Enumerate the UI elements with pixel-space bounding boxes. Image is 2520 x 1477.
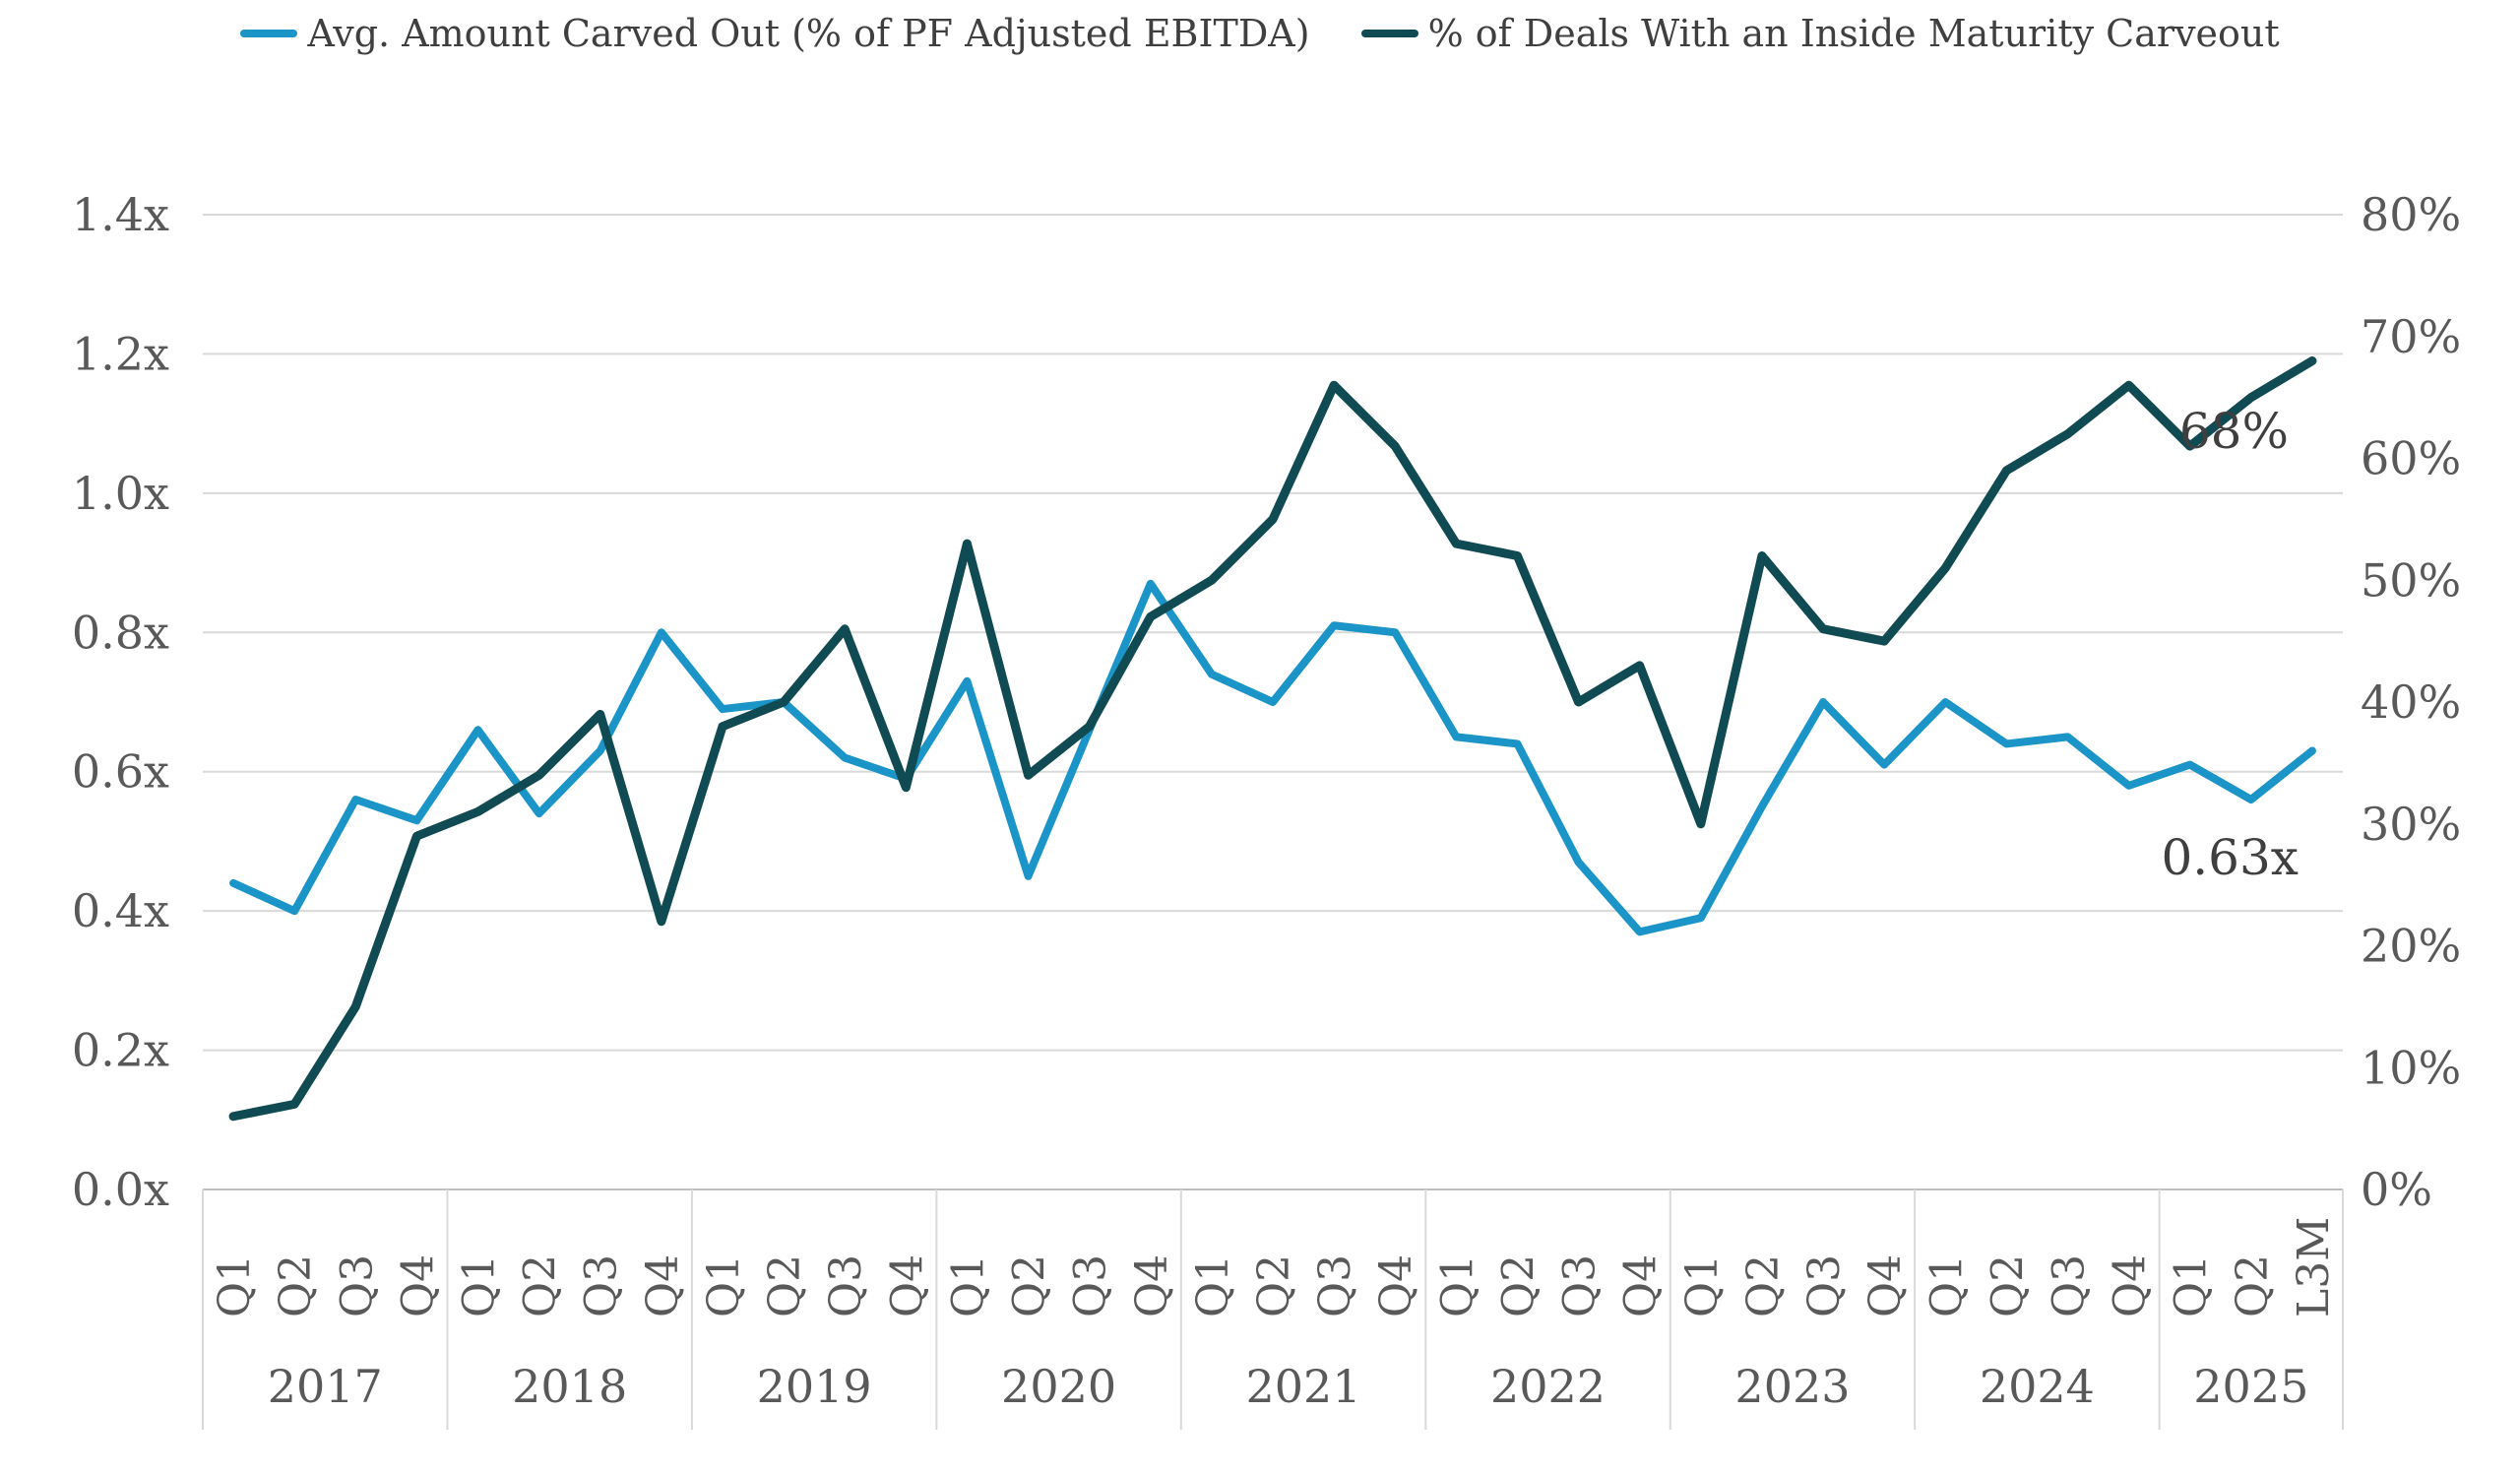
y-axis-right-tick-label: 60% [2361, 432, 2461, 485]
x-axis-quarter-label: Q1 [1677, 1254, 1728, 1317]
y-axis-left-tick-label: 1.2x [72, 327, 169, 380]
chart-legend: Avg. Amount Carved Out (% of PF Adjusted… [0, 12, 2520, 55]
y-axis-left-tick-label: 0.8x [72, 606, 169, 659]
x-axis-quarter-label: Q4 [1616, 1254, 1667, 1317]
x-axis-quarter-label: Q3 [1310, 1254, 1360, 1317]
x-axis-quarter-label: Q3 [1066, 1254, 1116, 1317]
x-axis-quarter-label: Q4 [393, 1254, 443, 1317]
year-label: 2023 [1734, 1360, 1850, 1413]
x-axis-quarter-label: Q2 [1249, 1254, 1299, 1317]
year-label: 2022 [1490, 1360, 1606, 1413]
x-axis-quarter-label: Q1 [1432, 1254, 1482, 1317]
year-label: 2018 [512, 1360, 627, 1413]
legend-item-avg-carveout: Avg. Amount Carved Out (% of PF Adjusted… [240, 12, 1310, 55]
y-axis-right-tick-label: 70% [2361, 310, 2461, 363]
y-axis-right-tick-label: 10% [2361, 1041, 2461, 1094]
x-axis-quarter-label: Q1 [1188, 1254, 1238, 1317]
year-label: 2021 [1246, 1360, 1361, 1413]
x-axis-quarter-label: Q1 [699, 1254, 749, 1317]
x-axis-quarter-label: Q3 [2044, 1254, 2094, 1317]
x-axis-quarter-label: Q2 [760, 1254, 810, 1317]
x-axis-quarter-label: Q4 [2106, 1254, 2156, 1317]
y-axis-left-tick-label: 1.4x [72, 188, 169, 241]
y-axis-left-tick-label: 0.4x [72, 884, 169, 937]
y-axis-right-tick-label: 80% [2361, 188, 2461, 241]
year-label: 2025 [2193, 1360, 2308, 1413]
year-label: 2019 [757, 1360, 872, 1413]
year-label: 2024 [1980, 1360, 2095, 1413]
x-axis-quarter-label: Q3 [332, 1254, 382, 1317]
legend-label-avg-carveout: Avg. Amount Carved Out (% of PF Adjusted… [307, 12, 1310, 55]
year-label: 2020 [1001, 1360, 1116, 1413]
x-axis-quarter-label: Q2 [1983, 1254, 2033, 1317]
y-axis-right-tick-label: 30% [2361, 798, 2461, 851]
x-axis-quarter-label: Q4 [1371, 1254, 1421, 1317]
series-line-avg-carveout [229, 579, 2316, 936]
x-axis-quarter-label: Q4 [882, 1254, 932, 1317]
x-axis-quarter-label: Q1 [1922, 1254, 1972, 1317]
x-axis-quarter-label: Q1 [210, 1254, 260, 1317]
x-axis-quarter-label: Q1 [455, 1254, 505, 1317]
x-axis-quarter-label: Q4 [638, 1254, 688, 1317]
x-axis-quarter-label: Q4 [1860, 1254, 1911, 1317]
x-axis-quarter-label: Q2 [516, 1254, 566, 1317]
y-axis-right-tick-label: 20% [2361, 920, 2461, 973]
legend-line-swatch-teal [1360, 30, 1418, 37]
x-axis-quarter-label: Q2 [2228, 1254, 2278, 1317]
x-axis-quarter-label: Q4 [1127, 1254, 1177, 1317]
series-line-inside-maturity [228, 356, 2317, 1122]
data-label-annotation: 0.63x [2161, 829, 2299, 886]
x-axis-quarter-label: Q3 [1799, 1254, 1850, 1317]
y-axis-left-tick-label: 0.2x [72, 1024, 169, 1077]
x-axis-quarter-label: Q3 [821, 1254, 871, 1317]
y-axis-right-tick-label: 40% [2361, 675, 2461, 729]
legend-label-inside-maturity: % of Deals With an Inside Maturity Carve… [1427, 12, 2280, 55]
x-axis-quarter-label: Q1 [943, 1254, 993, 1317]
x-axis-quarter-label: Q2 [1005, 1254, 1055, 1317]
y-axis-right-tick-label: 0% [2361, 1163, 2432, 1216]
data-label-annotation: 68% [2179, 403, 2289, 460]
y-axis-left-tick-label: 1.0x [72, 467, 169, 520]
x-axis-quarter-label: Q3 [577, 1254, 627, 1317]
x-axis-quarter-label: Q3 [1555, 1254, 1606, 1317]
legend-line-swatch-blue [240, 30, 298, 37]
y-axis-left-tick-label: 0.6x [72, 745, 169, 799]
x-axis-quarter-label: Q2 [271, 1254, 321, 1317]
x-axis-quarter-label: Q2 [1738, 1254, 1789, 1317]
y-axis-right-tick-label: 50% [2361, 553, 2461, 607]
year-label: 2017 [268, 1360, 383, 1413]
x-axis-quarter-label: L3M [2289, 1217, 2339, 1317]
x-axis-quarter-label: Q2 [1493, 1254, 1544, 1317]
y-axis-left-tick-label: 0.0x [72, 1163, 169, 1216]
legend-item-inside-maturity: % of Deals With an Inside Maturity Carve… [1360, 12, 2280, 55]
x-axis-quarter-label: Q1 [2167, 1254, 2217, 1317]
